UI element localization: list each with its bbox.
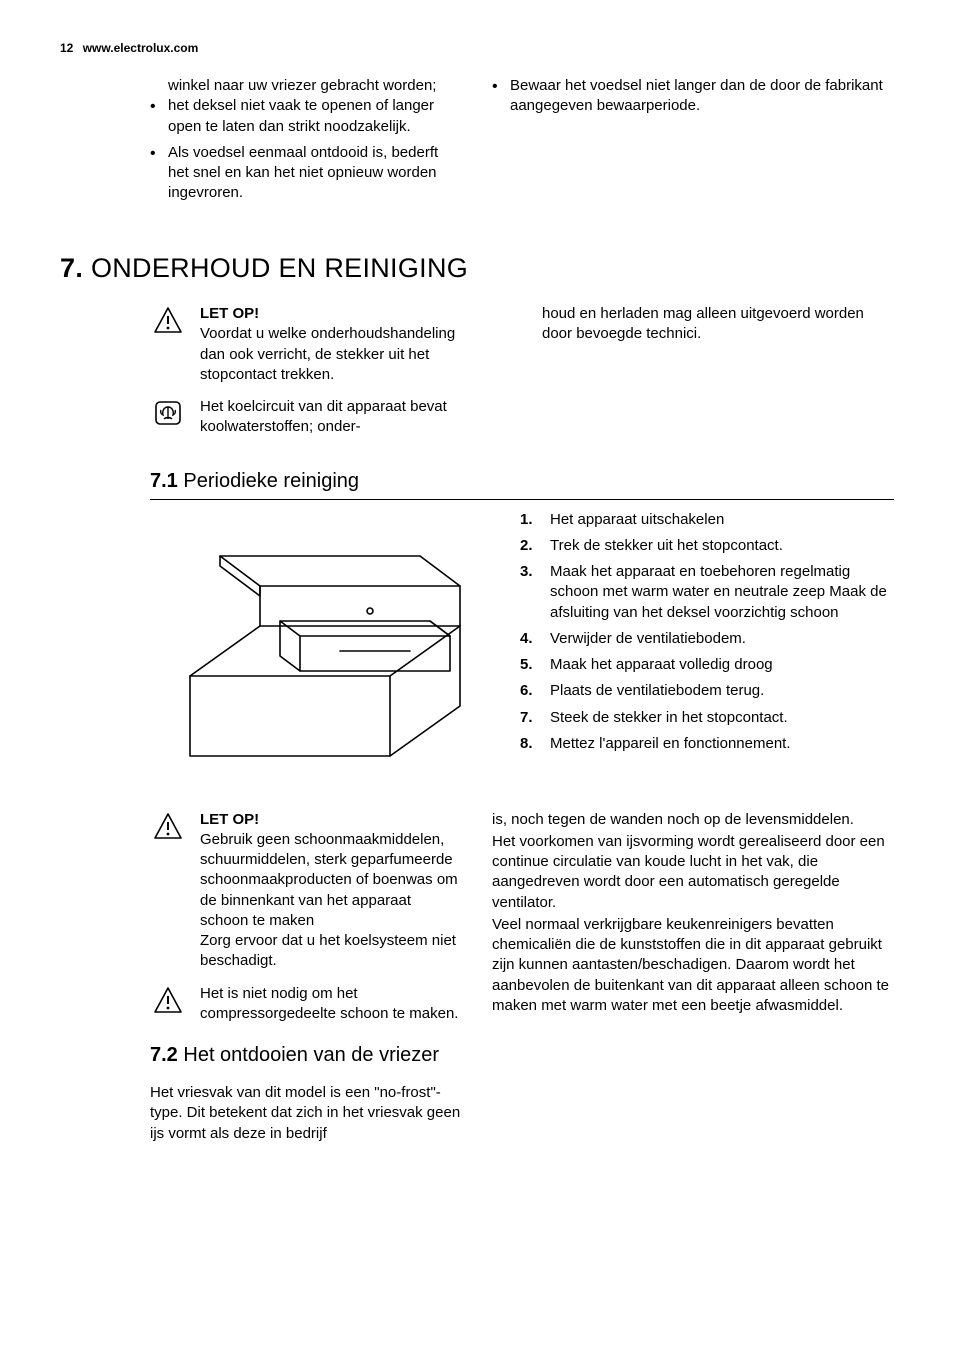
subsection-72-title: 7.2 Het ontdooien van de vriezer [150, 1042, 462, 1073]
header-url: www.electrolux.com [83, 41, 199, 55]
step-item: Maak het apparaat en toebehoren regelmat… [520, 562, 894, 623]
subsection-number: 7.1 [150, 470, 178, 492]
eco-note: Het koelcircuit van dit apparaat bevat k… [150, 397, 462, 438]
subsection-title-text: Het ontdooien van de vriezer [183, 1044, 439, 1066]
list-item: Als voedsel eenmaal ontdooid is, bederft… [150, 143, 462, 204]
step-item: Verwijder de ventilatiebodem. [520, 629, 894, 649]
freezer-diagram [150, 516, 490, 796]
warning-title: LET OP! [200, 305, 259, 322]
step-item: Plaats de ventilatiebodem terug. [520, 681, 894, 701]
warning-icon [150, 810, 186, 840]
warning-icon [150, 304, 186, 334]
intro-left-content: winkel naar uw vriezer gebracht worden; … [150, 76, 462, 204]
sub71-lower-left: LET OP! Gebruik geen schoonmaakmiddelen,… [60, 810, 462, 1144]
warning-3-body: Het is niet nodig om het compressorgedee… [200, 984, 462, 1025]
eco-body-left: Het koelcircuit van dit apparaat bevat k… [200, 397, 462, 438]
flow-p2: Het voorkomen van ijsvorming wordt gerea… [492, 832, 894, 913]
eco-text-right: houd en herladen mag alleen uitgevoerd w… [542, 305, 864, 342]
warning-note-1: LET OP! Voordat u welke onderhoudshandel… [150, 304, 462, 385]
list-item: het deksel niet vaak te openen of langer… [150, 96, 462, 137]
subsection-title-text: Periodieke reiniging [183, 470, 359, 492]
step-item: Mettez l'appareil en fonctionnement. [520, 734, 894, 754]
warning-2-title: LET OP! [200, 811, 259, 828]
warning-body: LET OP! Voordat u welke onderhoudshandel… [200, 304, 462, 385]
warning-text: Voordat u welke onderhoudshandeling dan … [200, 325, 455, 383]
warning-2-body: LET OP! Gebruik geen schoonmaakmiddelen,… [200, 810, 462, 972]
subsection-71-title: 7.1 Periodieke reiniging [150, 468, 894, 500]
section-7-title: 7. ONDERHOUD EN REINIGING [60, 250, 894, 286]
subsection-72-wrap: 7.2 Het ontdooien van de vriezer Het vri… [150, 1042, 462, 1144]
step-item: Steek de stekker in het stopcontact. [520, 708, 894, 728]
warning-note-2: LET OP! Gebruik geen schoonmaakmiddelen,… [150, 810, 462, 972]
step-item: Het apparaat uitschakelen [520, 510, 894, 530]
section-title-text: ONDERHOUD EN REINIGING [91, 253, 468, 283]
warning-2-text2: Zorg ervoor dat u het koelsysteem niet b… [200, 932, 456, 969]
intro-continuation: winkel naar uw vriezer gebracht worden; [150, 76, 462, 96]
sub71-right: Het apparaat uitschakelen Trek de stekke… [520, 510, 894, 810]
sub71-lower-right: is, noch tegen de wanden noch op de leve… [492, 810, 894, 1144]
warning-2-text1: Gebruik geen schoonmaakmiddelen, schuurm… [200, 831, 458, 929]
flow-p3: Veel normaal verkrijgbare keukenreiniger… [492, 915, 894, 1016]
sub71-left [60, 510, 490, 810]
subsection-number: 7.2 [150, 1044, 178, 1066]
eco-text-left: Het koelcircuit van dit apparaat bevat k… [200, 398, 447, 435]
page-number: 12 [60, 41, 73, 55]
section-7-right: houd en herladen mag alleen uitgevoerd w… [492, 304, 894, 450]
step-item: Trek de stekker uit het stopcontact. [520, 536, 894, 556]
step-item: Maak het apparaat volledig droog [520, 655, 894, 675]
section-7-notes: LET OP! Voordat u welke onderhoudshandel… [60, 304, 894, 450]
sub72-body: Het vriesvak van dit model is een "no-fr… [150, 1083, 462, 1144]
list-item: Bewaar het voedsel niet langer dan de do… [492, 76, 894, 117]
intro-left-bullets: het deksel niet vaak te openen of langer… [150, 96, 462, 203]
section-7-left: LET OP! Voordat u welke onderhoudshandel… [60, 304, 462, 450]
warning-icon [150, 984, 186, 1014]
section-number: 7. [60, 253, 83, 283]
eco-body-right: houd en herladen mag alleen uitgevoerd w… [492, 304, 894, 345]
eco-icon [150, 397, 186, 427]
page-header: 12 www.electrolux.com [60, 40, 894, 56]
sub71-row: Het apparaat uitschakelen Trek de stekke… [60, 510, 894, 810]
cleaning-steps: Het apparaat uitschakelen Trek de stekke… [520, 510, 894, 755]
warning-note-3: Het is niet nodig om het compressorgedee… [150, 984, 462, 1025]
flow-p1: is, noch tegen de wanden noch op de leve… [492, 810, 894, 830]
intro-left: winkel naar uw vriezer gebracht worden; … [60, 76, 462, 210]
warning-3-text: Het is niet nodig om het compressorgedee… [200, 985, 458, 1022]
intro-right: Bewaar het voedsel niet langer dan de do… [492, 76, 894, 210]
intro-right-bullets: Bewaar het voedsel niet langer dan de do… [492, 76, 894, 117]
subsection-71-wrap: 7.1 Periodieke reiniging [150, 468, 894, 500]
sub71-lower: LET OP! Gebruik geen schoonmaakmiddelen,… [60, 810, 894, 1144]
intro-columns: winkel naar uw vriezer gebracht worden; … [60, 76, 894, 210]
